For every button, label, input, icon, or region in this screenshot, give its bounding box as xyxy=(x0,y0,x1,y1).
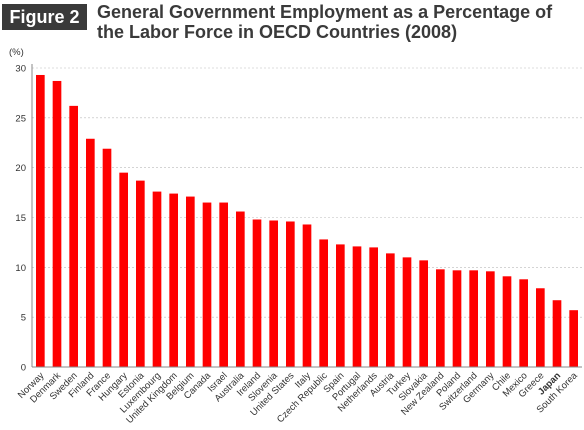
y-tick-label: 10 xyxy=(15,263,26,274)
bar-united-states xyxy=(286,221,295,367)
y-tick-label: 0 xyxy=(21,363,26,374)
bar-belgium xyxy=(186,196,195,367)
bar-mexico xyxy=(519,279,528,367)
bar-spain xyxy=(336,244,345,367)
y-tick-label: 30 xyxy=(15,64,26,75)
bar-hungary xyxy=(119,172,128,367)
chart-title-line-2: the Labor Force in OECD Countries (2008) xyxy=(97,22,458,42)
bar-czech-republic xyxy=(319,239,328,367)
bar-australia xyxy=(236,211,245,367)
bar-denmark xyxy=(52,80,62,367)
bar-finland xyxy=(86,138,95,367)
bar-slovakia xyxy=(419,260,428,367)
bar-norway xyxy=(36,74,45,367)
bar-chile xyxy=(502,276,512,367)
bar-ireland xyxy=(252,219,262,367)
bar-israel xyxy=(219,202,228,367)
bar-canada xyxy=(202,202,212,367)
bar-switzerland xyxy=(469,270,478,367)
chart-title-line-1: General Government Employment as a Perce… xyxy=(97,2,553,22)
bar-estonia xyxy=(136,180,145,367)
bar-south-korea xyxy=(569,310,578,367)
y-tick-label: 5 xyxy=(21,313,26,324)
y-tick-label: 15 xyxy=(15,213,26,224)
bar-slovenia xyxy=(269,220,278,367)
bar-greece xyxy=(536,288,545,367)
chart-title: General Government Employment as a Perce… xyxy=(97,2,581,42)
axes xyxy=(31,64,582,368)
y-axis-unit-label: (%) xyxy=(9,47,24,58)
bar-new-zealand xyxy=(436,269,445,367)
y-tick-label: 25 xyxy=(15,113,26,124)
bars xyxy=(36,74,578,367)
bar-japan xyxy=(552,300,562,367)
bar-netherlands xyxy=(369,247,378,367)
bar-luxembourg xyxy=(152,191,162,367)
bar-italy xyxy=(302,224,312,367)
bar-sweden xyxy=(69,105,78,367)
y-tick-label: 20 xyxy=(15,163,26,174)
figure-header: Figure 2 General Government Employment a… xyxy=(0,0,584,50)
bar-portugal xyxy=(352,246,362,367)
bar-france xyxy=(102,148,112,367)
bar-turkey xyxy=(402,257,412,367)
bar-austria xyxy=(386,253,395,367)
bar-germany xyxy=(486,271,495,367)
bar-poland xyxy=(452,270,462,367)
figure-label-badge: Figure 2 xyxy=(2,4,87,30)
bar-united-kingdom xyxy=(169,193,178,367)
